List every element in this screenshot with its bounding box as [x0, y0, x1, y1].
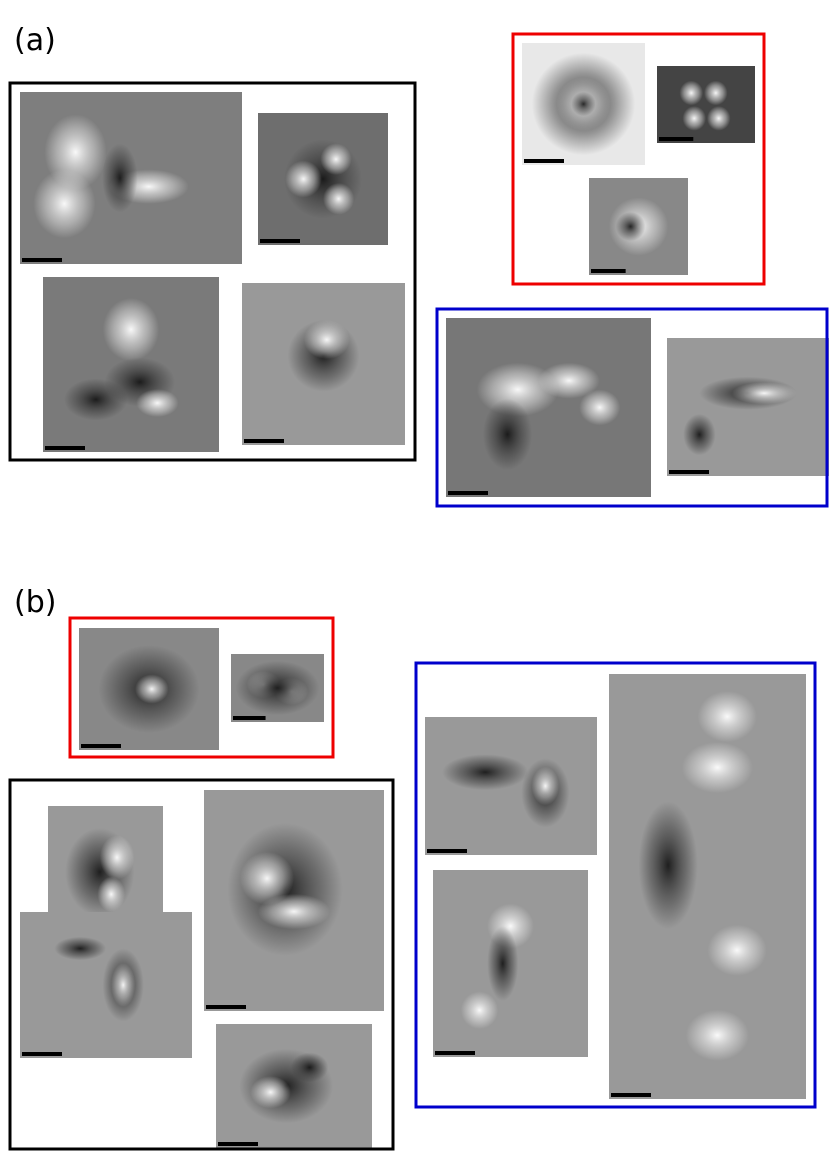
micrograph	[522, 43, 645, 165]
bright-density	[686, 1010, 749, 1061]
micrograph	[20, 912, 192, 1058]
dark-density	[291, 1053, 328, 1083]
scale-bar	[435, 1051, 475, 1055]
bright-density	[103, 298, 159, 361]
scale-bar	[244, 439, 284, 443]
bright-density	[111, 963, 135, 1007]
bright-density	[732, 382, 797, 404]
micrograph	[231, 654, 324, 722]
bright-density	[250, 1076, 291, 1108]
dark-density	[487, 926, 518, 1001]
scale-bar	[206, 1005, 246, 1009]
scale-bar	[233, 716, 266, 720]
dark-density	[683, 414, 715, 455]
dark-density	[236, 661, 320, 715]
scale-bar	[448, 491, 488, 495]
bright-density	[579, 390, 620, 426]
scale-bar	[81, 744, 121, 748]
micrograph	[657, 66, 755, 143]
bright-density	[285, 161, 321, 198]
dark-density	[64, 379, 127, 421]
micrograph	[425, 717, 597, 855]
bright-density	[461, 992, 498, 1029]
scale-bar	[45, 446, 85, 450]
bright-density	[136, 389, 178, 417]
dark-density	[571, 92, 596, 116]
scale-bar	[669, 470, 709, 474]
micrograph	[258, 113, 388, 245]
dark-density	[442, 754, 528, 790]
scale-bar	[427, 849, 467, 853]
bright-density	[682, 106, 706, 131]
dark-density	[616, 212, 646, 241]
bright-density	[708, 925, 767, 976]
dark-density	[639, 802, 698, 930]
bright-density	[698, 691, 757, 742]
bright-density	[304, 320, 350, 359]
bright-density	[682, 742, 753, 793]
micrograph	[667, 338, 829, 476]
panel-label: (b)	[14, 585, 56, 620]
bright-density	[707, 106, 731, 131]
dark-density	[102, 144, 138, 213]
micrograph	[216, 1024, 372, 1148]
micrograph	[242, 283, 405, 445]
micrograph	[589, 178, 688, 275]
micrograph	[43, 277, 219, 452]
scale-bar	[260, 239, 300, 243]
micrograph	[433, 870, 588, 1057]
micrograph	[79, 628, 219, 750]
scale-bar	[22, 1052, 62, 1056]
bright-density	[97, 877, 125, 912]
dark-density	[54, 937, 106, 960]
bright-density	[33, 169, 95, 238]
scale-bar	[591, 269, 626, 273]
scale-bar	[22, 258, 62, 262]
bright-density	[258, 894, 330, 929]
bright-density	[135, 674, 169, 703]
image-background	[657, 66, 755, 143]
bright-density	[704, 81, 728, 106]
dark-density	[483, 399, 532, 471]
images	[10, 34, 829, 1149]
scale-bar	[218, 1142, 258, 1146]
scale-bar	[524, 159, 564, 163]
bright-density	[100, 835, 135, 879]
micrograph	[446, 318, 651, 497]
bright-density	[320, 143, 351, 175]
micrograph	[204, 790, 384, 1011]
bright-density	[680, 81, 704, 106]
micrograph	[609, 674, 806, 1099]
page: {"panels": [{"label": "(a)"}, {"label": …	[0, 0, 829, 1151]
panel-label: (a)	[14, 23, 56, 58]
scale-bar	[659, 137, 693, 141]
scale-bar	[611, 1093, 651, 1097]
figure: (a) (b)	[0, 0, 829, 1151]
bright-density	[323, 183, 354, 215]
micrograph	[20, 92, 242, 264]
bright-density	[532, 767, 560, 806]
